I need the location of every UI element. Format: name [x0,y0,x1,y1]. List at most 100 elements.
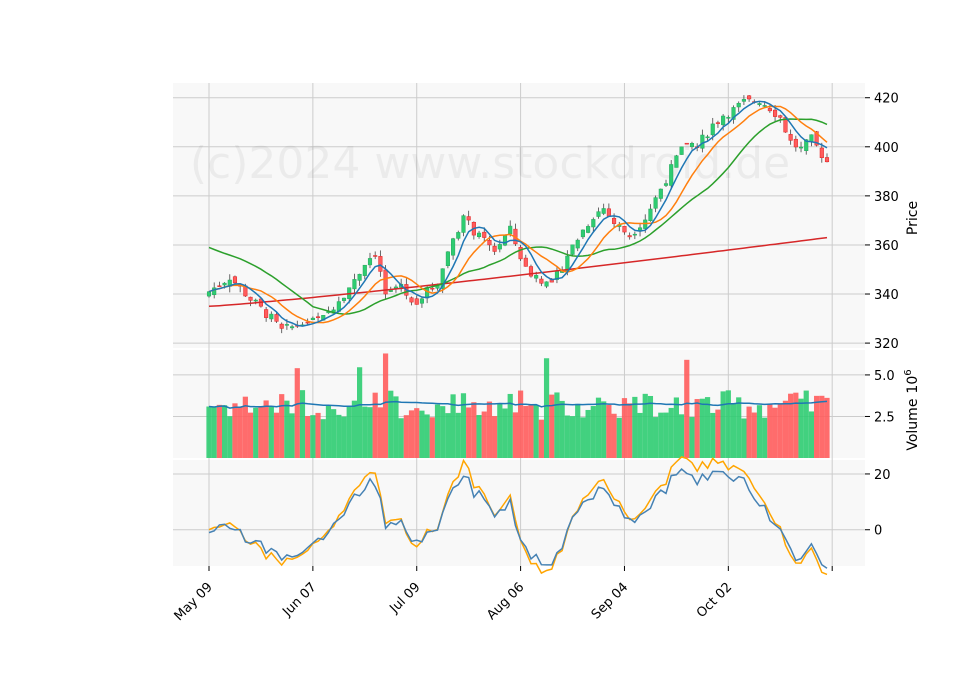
volume-bar [325,405,332,458]
volume-bar [289,413,295,458]
candle-body [767,108,772,112]
volume-bar [590,406,596,458]
price-axis-tick-label: 400 [874,141,899,156]
volume-bar [305,416,311,458]
volume-bar [782,400,789,458]
candle-body [362,264,367,276]
volume-bar [543,358,550,458]
candle-body [440,268,445,289]
volume-bar [756,405,763,458]
candle-body [430,287,435,290]
volume-bar [471,402,477,458]
candle-body [456,232,461,239]
candle-body [487,240,492,246]
volume-bar [777,403,783,458]
candle-body [341,297,347,301]
candle-body [586,226,591,233]
volume-bar [689,417,695,458]
candle-body [715,122,720,124]
volume-bar [533,405,539,458]
volume-bar [331,409,337,458]
candle-body [819,147,824,158]
volume-bar [279,394,285,458]
volume-bar [819,395,825,458]
price-axis-tick-label: 420 [874,92,899,107]
candle-body [217,285,222,288]
volume-bar [320,419,326,458]
candle-body [373,255,378,257]
candle-body [778,115,783,118]
moving-average-long-line [208,236,828,308]
candle-body [310,317,315,320]
volume-bar [512,412,519,458]
price-axis-tick-label: 320 [874,337,899,352]
candle-body [461,215,466,233]
volume-bar [725,390,731,458]
volume-bar [601,401,607,458]
candle-body [419,298,424,304]
volume-bar [486,401,493,458]
volume-bar [606,404,612,458]
price-axis-tick-label: 380 [874,190,899,205]
oscillator-axis-tick-label: 20 [874,468,891,483]
volume-bar [434,404,441,458]
candle-body [212,287,217,296]
volume-axis-exponent-base: 10 [905,376,921,394]
volume-bar [746,406,752,458]
candle-body [570,244,575,255]
volume-bar [455,412,461,458]
volume-bar [357,367,363,458]
price-axis-tick-label: 360 [874,239,899,254]
volume-bar [492,416,498,458]
candle-body [684,142,689,145]
candle-body [492,245,497,252]
moving-average-fast-line [208,100,828,327]
x-axis-tick-label: Oct 02 [694,580,735,621]
volume-bar [351,400,358,458]
candle-body [264,309,269,318]
volume-bar [736,397,742,458]
candle-body [596,211,601,217]
candle-body [627,235,632,238]
candle-body [721,115,726,126]
candle-body [451,238,456,256]
volume-bar [502,408,508,458]
candle-body [669,164,674,186]
volume-bar [481,411,487,458]
volume-bar [595,397,602,458]
volume-bar [232,403,238,458]
candle-body [824,157,830,163]
candle-body [736,102,741,108]
volume-bar [216,404,222,458]
volume-bar [284,400,290,458]
volume-bar [637,412,643,458]
oscillator-axis-tick-label: 0 [874,524,882,539]
volume-bar [554,392,560,458]
volume-bar [258,406,264,458]
candle-body [305,321,310,324]
volume-bar [720,391,726,458]
candle-body [700,134,705,149]
x-axis-tick-label: May 09 [172,580,216,624]
volume-bar [627,403,633,458]
volume-bar [476,415,482,458]
candle-body [253,299,258,302]
candle-body [248,296,253,301]
candle-body [809,134,814,142]
volume-bar [211,407,217,458]
volume-bar [429,417,435,458]
volume-bar [242,396,248,458]
volume-bar [559,400,565,458]
candle-body [269,313,274,320]
volume-bar [362,406,368,458]
volume-bar [616,417,622,458]
volume-bar [621,398,628,458]
volume-bar [403,415,409,458]
candle-body [206,291,212,297]
candle-body [482,231,487,238]
candle-body [747,95,752,100]
candle-body [591,219,596,228]
candle-body [710,123,715,136]
candle-body [814,131,819,146]
price-panel [173,83,865,348]
